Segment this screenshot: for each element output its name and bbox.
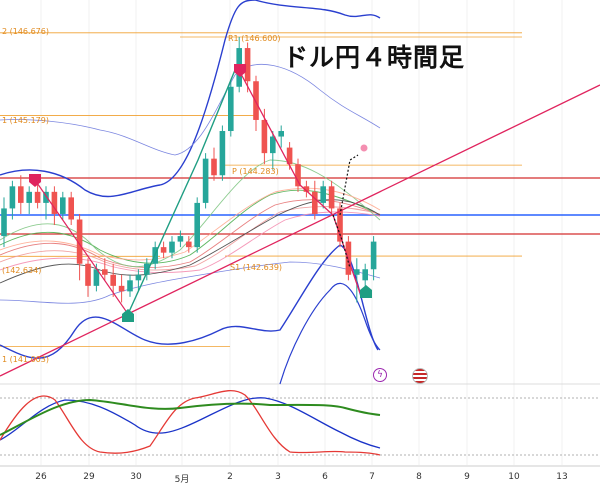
x-tick-label: 26: [35, 472, 47, 482]
x-tick-label: 8: [416, 472, 422, 482]
level-label: (142.634): [2, 266, 42, 275]
signal-marker: [29, 174, 41, 187]
moving-average-line: [0, 199, 381, 268]
x-tick-label: 30: [130, 472, 142, 482]
candle-body: [219, 131, 226, 176]
x-tick-label: 2: [227, 472, 233, 482]
moving-average-line: [0, 199, 381, 284]
candle-body: [85, 263, 91, 286]
bollinger-bands: [0, 0, 381, 385]
us-flag-event-icon[interactable]: [412, 368, 428, 384]
candle-body: [295, 164, 301, 187]
level-label: R1 (146.600): [228, 34, 281, 43]
x-tick-label: 3: [275, 472, 281, 482]
candle-body: [211, 158, 217, 176]
candle-body: [102, 269, 108, 275]
candle-body: [278, 131, 284, 137]
candle-body: [118, 285, 125, 292]
pivot-levels: [0, 32, 600, 347]
candle-body: [286, 147, 293, 165]
candle-body: [144, 263, 150, 275]
bollinger-outer-band: [279, 282, 381, 385]
candle-body: [34, 191, 41, 203]
bollinger-outer-band: [0, 0, 381, 198]
bollinger-inner-band: [0, 63, 381, 156]
candle-body: [110, 274, 116, 286]
oscillator-panel: [0, 390, 381, 456]
grid: [0, 0, 600, 467]
candle-body: [312, 191, 318, 214]
candle-body: [9, 186, 16, 209]
signal-markers: [29, 64, 372, 322]
signal-marker: [360, 285, 372, 298]
candle-body: [362, 269, 368, 281]
x-tick-label: 6: [322, 472, 328, 482]
chart-title: ドル円４時間足: [283, 43, 466, 72]
candle-body: [354, 269, 360, 275]
x-tick-label: 9: [464, 472, 470, 482]
candle-body: [186, 241, 192, 248]
candle-body: [270, 136, 276, 154]
candle-body: [18, 186, 24, 203]
signal-marker: [122, 309, 134, 322]
lightning-event-icon[interactable]: ϟ: [373, 368, 387, 382]
candle-body: [127, 280, 133, 292]
candle-body: [93, 269, 100, 286]
trend-lines: [0, 69, 600, 377]
candle-body: [328, 186, 335, 209]
candle-body: [261, 119, 268, 154]
wave-line: [34, 179, 129, 315]
oscillator-blue-line: [0, 397, 381, 449]
candle-body: [228, 86, 234, 132]
candle-body: [303, 186, 310, 192]
x-tick-label: 5月: [174, 475, 190, 485]
candles: [1, 37, 377, 303]
candle-body: [1, 208, 7, 237]
candle-body: [68, 197, 74, 220]
candle-body: [244, 48, 251, 82]
level-label: 2 (146.676): [2, 27, 49, 36]
level-label: S1 (142.639): [230, 263, 283, 272]
level-label: 1 (145.179): [2, 116, 49, 125]
moving-average-line: [0, 189, 381, 264]
bollinger-inner-band: [0, 261, 381, 304]
candle-body: [253, 81, 259, 120]
oscillator-red-line: [0, 390, 381, 456]
signal-marker: [234, 64, 246, 77]
candle-body: [169, 241, 175, 253]
candle-body: [135, 274, 142, 281]
moving-average-line: [0, 211, 381, 274]
candle-body: [43, 191, 49, 203]
candle-body: [194, 202, 200, 248]
candle-body: [26, 191, 32, 203]
x-tick-label: 13: [556, 472, 568, 482]
x-tick-label: 29: [83, 472, 95, 482]
candle-body: [202, 158, 209, 203]
candle-body: [337, 208, 343, 242]
wave-line: [127, 69, 236, 315]
level-label: 1 (141.003): [2, 355, 49, 364]
candle-body: [51, 191, 58, 214]
candle-body: [60, 197, 66, 214]
oscillator-green-line: [0, 398, 381, 436]
projection-point: [360, 144, 368, 152]
x-tick-label: 10: [508, 472, 520, 482]
candle-body: [320, 186, 326, 203]
candle-body: [160, 247, 167, 253]
candle-body: [177, 236, 184, 242]
candle-body: [76, 219, 83, 264]
candle-body: [370, 241, 377, 270]
level-label: P (144.283): [232, 167, 279, 176]
trend-line: [0, 84, 600, 377]
moving-average-line: [0, 206, 381, 271]
x-tick-label: 7: [369, 472, 375, 482]
projection-line: [332, 214, 351, 269]
